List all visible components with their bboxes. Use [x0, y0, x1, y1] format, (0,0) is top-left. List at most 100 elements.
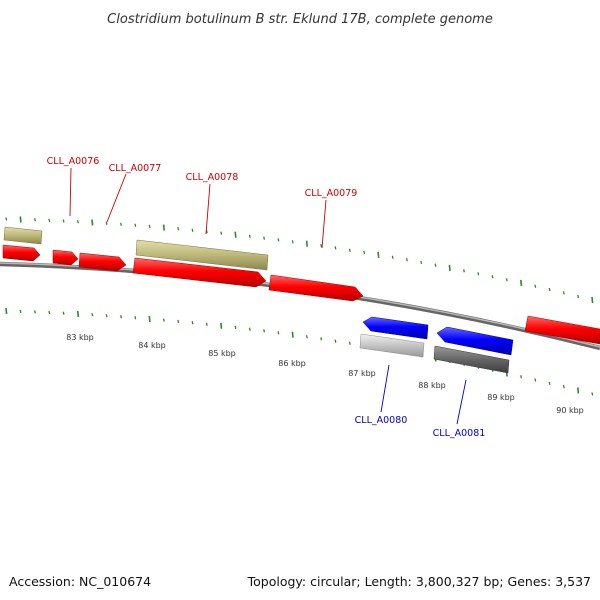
minor-tick — [105, 221, 108, 225]
kbp-labels: 83 kbp 84 kbp 85 kbp 86 kbp 87 kbp 88 kb… — [66, 333, 584, 415]
minor-tick — [205, 322, 208, 326]
minor-tick — [5, 217, 8, 221]
minor-tick — [420, 260, 423, 265]
minor-tick — [434, 263, 437, 267]
cds-arrow-cll-a0080[interactable] — [362, 316, 429, 340]
minor-tick — [191, 321, 194, 325]
kbp-label: 84 kbp — [138, 341, 166, 350]
outer-tick-row — [5, 216, 594, 304]
minor-tick — [248, 234, 251, 238]
gene-bar-cll-a0080[interactable] — [359, 333, 425, 358]
gene-labels: CLL_A0076 CLL_A0077 CLL_A0078 CLL_A0079 … — [47, 156, 486, 439]
minor-tick — [134, 223, 137, 227]
major-tick — [591, 296, 594, 304]
minor-tick — [363, 250, 366, 255]
minor-tick — [334, 246, 337, 250]
major-tick — [91, 219, 94, 226]
leader-line-cll-a0080 — [380, 364, 390, 413]
major-tick — [234, 231, 237, 238]
gene-label-cll-a0078[interactable]: CLL_A0078 — [186, 172, 239, 183]
major-tick — [148, 315, 151, 322]
minor-tick — [248, 327, 251, 331]
forward-cds-track — [2, 244, 600, 345]
label-leaders — [69, 167, 467, 425]
leader-line-cll-a0076 — [69, 167, 72, 217]
minor-tick — [162, 318, 165, 322]
leader-line-cll-a0079 — [321, 199, 327, 249]
minor-tick — [591, 392, 594, 396]
minor-tick — [148, 224, 151, 229]
forward-gene-track — [3, 226, 269, 271]
minor-tick — [348, 248, 351, 252]
kbp-label: 83 kbp — [66, 333, 94, 342]
cds-arrow-cll-a0079[interactable] — [268, 274, 364, 302]
minor-tick — [334, 339, 337, 343]
minor-tick — [548, 381, 551, 386]
minor-tick — [34, 218, 36, 222]
genome-stats-text: Topology: circular; Length: 3,800,327 bp… — [247, 574, 591, 589]
minor-tick — [520, 375, 523, 379]
kbp-label: 85 kbp — [208, 349, 236, 358]
gene-label-cll-a0081[interactable]: CLL_A0081 — [433, 428, 486, 439]
minor-tick — [577, 294, 580, 299]
major-tick — [577, 387, 580, 394]
minor-tick — [477, 272, 480, 276]
major-tick — [162, 224, 165, 231]
gene-label-cll-a0076[interactable]: CLL_A0076 — [47, 156, 100, 167]
minor-tick — [62, 311, 65, 315]
leader-line-cll-a0081 — [456, 379, 467, 425]
major-tick — [377, 251, 380, 258]
leader-line-cll-a0078 — [205, 183, 211, 235]
minor-tick — [220, 231, 223, 235]
minor-tick — [134, 316, 137, 320]
cds-arrow-cll-a0082[interactable] — [524, 315, 600, 345]
gene-label-cll-a0077[interactable]: CLL_A0077 — [109, 163, 162, 174]
cds-arrow-cll-a0081[interactable] — [436, 326, 514, 356]
minor-tick — [320, 337, 323, 341]
gene-label-cll-a0079[interactable]: CLL_A0079 — [305, 188, 358, 199]
minor-tick — [277, 331, 280, 335]
minor-tick — [191, 228, 194, 232]
leader-line-cll-a0077 — [106, 173, 127, 223]
minor-tick — [177, 227, 180, 231]
minor-tick — [177, 319, 180, 324]
accession-text: Accession: NC_010674 — [9, 574, 151, 589]
minor-tick — [234, 325, 237, 330]
minor-tick — [19, 309, 22, 314]
minor-tick — [491, 275, 494, 279]
kbp-label: 89 kbp — [487, 393, 515, 402]
cds-arrow-cll-a0077[interactable] — [78, 252, 127, 272]
minor-tick — [34, 310, 36, 314]
reverse-cds-track — [362, 316, 514, 356]
minor-tick — [562, 291, 565, 295]
minor-tick — [548, 287, 551, 292]
gene-label-cll-a0080[interactable]: CLL_A0080 — [355, 415, 408, 426]
kbp-label: 90 kbp — [556, 406, 584, 415]
minor-tick — [534, 284, 537, 288]
minor-tick — [62, 219, 65, 223]
gene-bar-cll-a0081[interactable] — [433, 345, 510, 374]
minor-tick — [305, 335, 308, 339]
gene-bar-cll-a0078[interactable] — [135, 239, 269, 271]
minor-tick — [263, 329, 266, 333]
minor-tick — [105, 314, 108, 318]
major-tick — [291, 331, 294, 338]
kbp-label: 88 kbp — [418, 381, 446, 390]
minor-tick — [320, 244, 323, 248]
cds-arrow-cll-a0078[interactable] — [132, 257, 267, 288]
reverse-gene-track — [359, 333, 510, 374]
cds-arrow-cll-a0076[interactable] — [52, 249, 79, 266]
major-tick — [76, 310, 80, 317]
map-title: Clostridium botulinum B str. Eklund 17B,… — [107, 12, 493, 27]
kbp-label: 87 kbp — [348, 369, 376, 378]
minor-tick — [562, 385, 565, 389]
minor-tick — [505, 278, 508, 282]
minor-tick — [91, 313, 94, 317]
kbp-label: 86 kbp — [278, 359, 306, 368]
cds-arrow-cll-a0075[interactable] — [2, 244, 41, 262]
major-tick — [448, 264, 451, 271]
minor-tick — [277, 238, 280, 242]
gene-bar-cll-a0076[interactable] — [3, 226, 43, 245]
minor-tick — [48, 310, 51, 315]
